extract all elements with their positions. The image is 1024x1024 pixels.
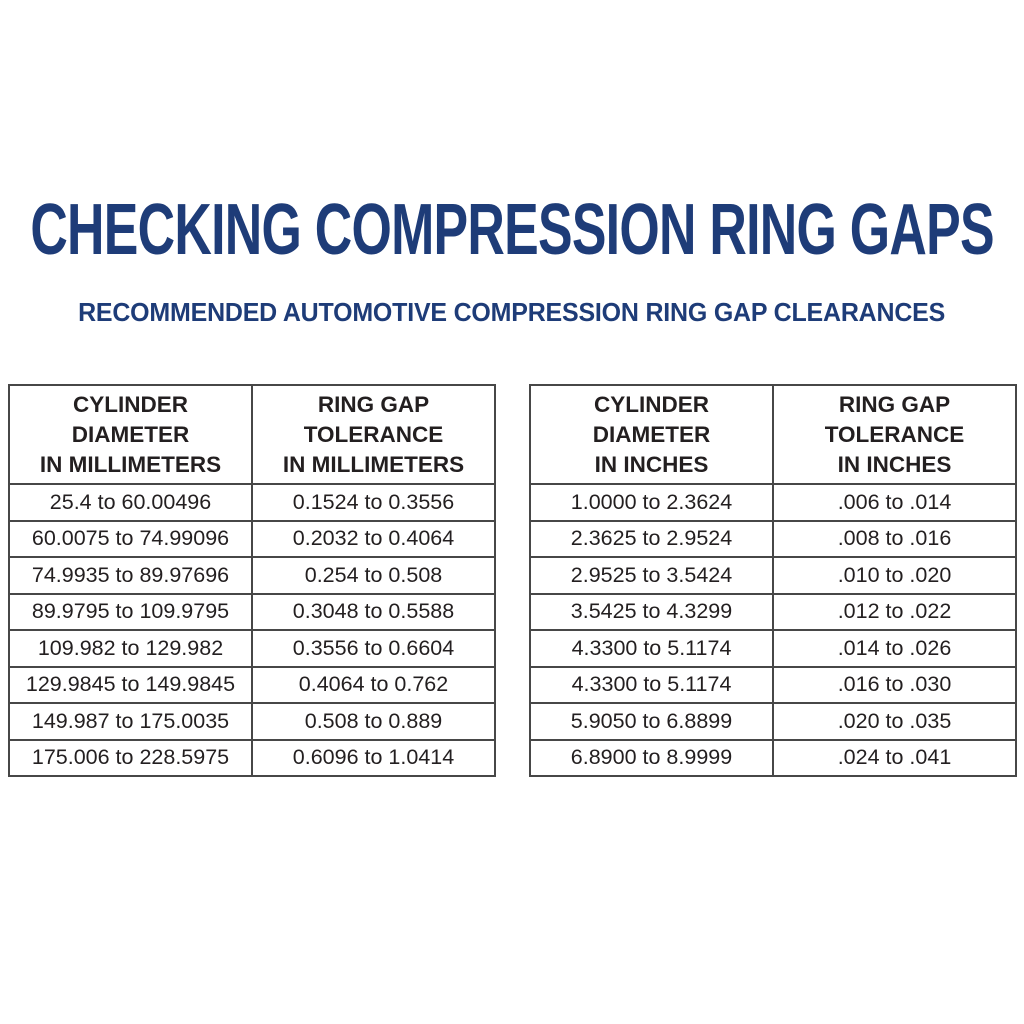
- table-row: 4.3300 to 5.1174.016 to .030: [529, 665, 1017, 704]
- ring-gap-table-inches: CYLINDER DIAMETER IN INCHES RING GAP TOL…: [529, 384, 1017, 777]
- table-row: 175.006 to 228.5975 0.6096 to 1.0414: [8, 738, 496, 777]
- table-cell: 175.006 to 228.5975: [8, 738, 253, 777]
- table-cell: 5.9050 to 6.8899: [529, 702, 774, 741]
- table-head-inches: CYLINDER DIAMETER IN INCHES RING GAP TOL…: [529, 384, 1017, 485]
- table-cell: .020 to .035: [772, 702, 1017, 741]
- table-cell: 3.5425 to 4.3299: [529, 592, 774, 631]
- table-row: 74.9935 to 89.97696 0.254 to 0.508: [8, 556, 496, 595]
- table-cell: 0.1524 to 0.3556: [251, 483, 496, 522]
- table-row: 89.9795 to 109.9795 0.3048 to 0.5588: [8, 592, 496, 631]
- table-cell: 0.3556 to 0.6604: [251, 629, 496, 668]
- page-subtitle-text: RECOMMENDED AUTOMOTIVE COMPRESSION RING …: [78, 297, 946, 327]
- table-cell: 129.9845 to 149.9845: [8, 665, 253, 704]
- table-cell: 0.4064 to 0.762: [251, 665, 496, 704]
- header-line: TOLERANCE: [303, 421, 444, 447]
- column-header-ring-gap-tolerance-mm: RING GAP TOLERANCE IN MILLIMETERS: [251, 384, 496, 485]
- header-line: DIAMETER: [71, 421, 190, 447]
- page-title: CHECKING COMPRESSION RING GAPS: [0, 194, 1024, 266]
- table-row: 149.987 to 175.0035 0.508 to 0.889: [8, 702, 496, 741]
- table-cell: 74.9935 to 89.97696: [8, 556, 253, 595]
- table-cell: 149.987 to 175.0035: [8, 702, 253, 741]
- table-row: 2.3625 to 2.9524.008 to .016: [529, 519, 1017, 558]
- column-header-ring-gap-tolerance-in: RING GAP TOLERANCE IN INCHES: [772, 384, 1017, 485]
- table-cell: 2.9525 to 3.5424: [529, 556, 774, 595]
- table-cell: .014 to .026: [772, 629, 1017, 668]
- table-cell: 0.3048 to 0.5588: [251, 592, 496, 631]
- table-row: 25.4 to 60.00496 0.1524 to 0.3556: [8, 483, 496, 522]
- table-cell: 25.4 to 60.00496: [8, 483, 253, 522]
- column-header-cylinder-diameter-in: CYLINDER DIAMETER IN INCHES: [529, 384, 774, 485]
- table-cell: .008 to .016: [772, 519, 1017, 558]
- table-row: 109.982 to 129.982 0.3556 to 0.6604: [8, 629, 496, 668]
- table-row: 5.9050 to 6.8899.020 to .035: [529, 702, 1017, 741]
- header-line: DIAMETER: [592, 421, 711, 447]
- table-cell: 4.3300 to 5.1174: [529, 629, 774, 668]
- table-cell: 0.6096 to 1.0414: [251, 738, 496, 777]
- table-cell: 4.3300 to 5.1174: [529, 665, 774, 704]
- table-cell: .006 to .014: [772, 483, 1017, 522]
- table-row: 3.5425 to 4.3299.012 to .022: [529, 592, 1017, 631]
- table-row: 4.3300 to 5.1174.014 to .026: [529, 629, 1017, 668]
- table-row: 6.8900 to 8.9999.024 to .041: [529, 738, 1017, 777]
- table-head-millimeters: CYLINDER DIAMETER IN MILLIMETERS RING GA…: [8, 384, 496, 485]
- tables-container: CYLINDER DIAMETER IN MILLIMETERS RING GA…: [8, 384, 1017, 777]
- header-line: RING GAP: [317, 391, 430, 417]
- header-line: IN MILLIMETERS: [39, 451, 222, 477]
- table-row: 2.9525 to 3.5424.010 to .020: [529, 556, 1017, 595]
- header-line: IN MILLIMETERS: [282, 451, 465, 477]
- page-subtitle: RECOMMENDED AUTOMOTIVE COMPRESSION RING …: [0, 297, 1024, 327]
- table-cell: .024 to .041: [772, 738, 1017, 777]
- table-row: 129.9845 to 149.9845 0.4064 to 0.762: [8, 665, 496, 704]
- table-cell: 0.508 to 0.889: [251, 702, 496, 741]
- table-body-inches: 1.0000 to 2.3624.006 to .014 2.3625 to 2.…: [529, 483, 1017, 777]
- table-cell: .012 to .022: [772, 592, 1017, 631]
- table-body-millimeters: 25.4 to 60.00496 0.1524 to 0.3556 60.0075 …: [8, 483, 496, 777]
- table-cell: 0.254 to 0.508: [251, 556, 496, 595]
- column-header-cylinder-diameter-mm: CYLINDER DIAMETER IN MILLIMETERS: [8, 384, 253, 485]
- ring-gap-table-millimeters: CYLINDER DIAMETER IN MILLIMETERS RING GA…: [8, 384, 496, 777]
- header-line: TOLERANCE: [824, 421, 965, 447]
- table-cell: 109.982 to 129.982: [8, 629, 253, 668]
- table-header-row: CYLINDER DIAMETER IN MILLIMETERS RING GA…: [8, 384, 496, 485]
- table-cell: 1.0000 to 2.3624: [529, 483, 774, 522]
- table-cell: 60.0075 to 74.99096: [8, 519, 253, 558]
- table-cell: 6.8900 to 8.9999: [529, 738, 774, 777]
- table-cell: 0.2032 to 0.4064: [251, 519, 496, 558]
- header-line: CYLINDER: [72, 391, 188, 417]
- table-header-row: CYLINDER DIAMETER IN INCHES RING GAP TOL…: [529, 384, 1017, 485]
- table-cell: .016 to .030: [772, 665, 1017, 704]
- header-line: RING GAP: [838, 391, 951, 417]
- table-row: 60.0075 to 74.99096 0.2032 to 0.4064: [8, 519, 496, 558]
- table-cell: 89.9795 to 109.9795: [8, 592, 253, 631]
- table-row: 1.0000 to 2.3624.006 to .014: [529, 483, 1017, 522]
- header-line: IN INCHES: [594, 451, 709, 477]
- page-title-text: CHECKING COMPRESSION RING GAPS: [30, 190, 994, 270]
- table-cell: .010 to .020: [772, 556, 1017, 595]
- table-cell: 2.3625 to 2.9524: [529, 519, 774, 558]
- header-line: CYLINDER: [593, 391, 709, 417]
- header-line: IN INCHES: [837, 451, 952, 477]
